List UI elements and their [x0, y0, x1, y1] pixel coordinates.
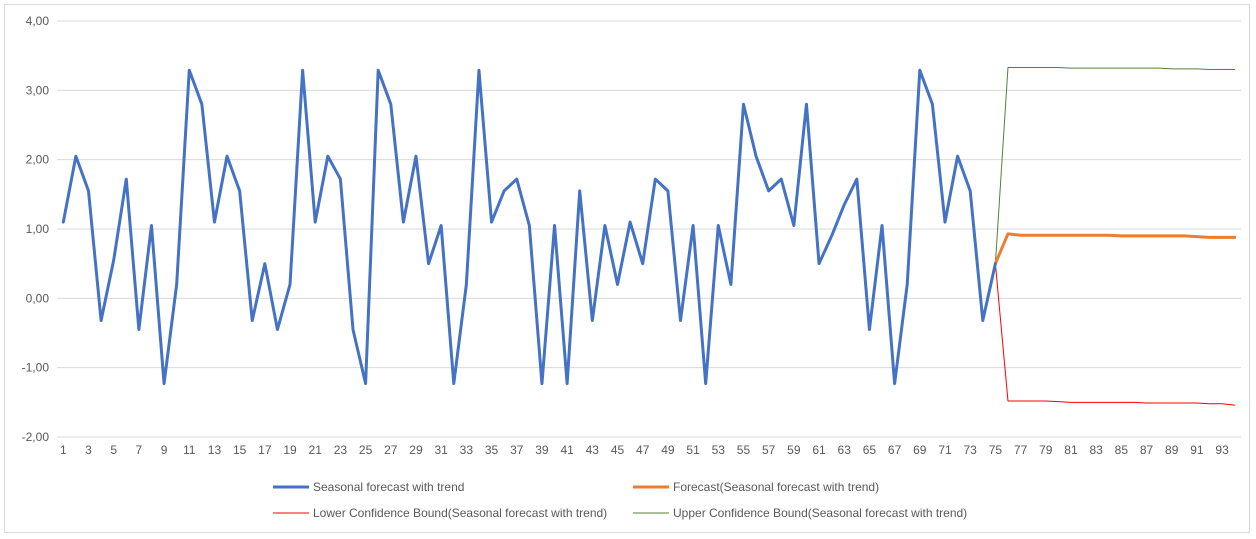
x-tick-label: 53 — [712, 443, 726, 457]
x-tick-label: 61 — [812, 443, 826, 457]
x-tick-label: 1 — [60, 443, 67, 457]
x-tick-label: 29 — [409, 443, 423, 457]
x-tick-label: 39 — [535, 443, 549, 457]
y-tick-label: 4,00 — [26, 14, 50, 28]
x-tick-label: 15 — [233, 443, 247, 457]
y-axis: -2,00 -1,00 0,00 1,00 2,00 3,00 4,00 — [22, 14, 50, 444]
series-lines — [61, 66, 1237, 406]
x-tick-label: 43 — [586, 443, 600, 457]
x-tick-label: 25 — [359, 443, 373, 457]
x-tick-label: 49 — [661, 443, 675, 457]
x-tick-label: 45 — [611, 443, 625, 457]
x-tick-label: 7 — [136, 443, 143, 457]
x-tick-label: 47 — [636, 443, 650, 457]
x-tick-label: 65 — [863, 443, 877, 457]
x-tick-label: 75 — [989, 443, 1003, 457]
x-tick-label: 77 — [1014, 443, 1028, 457]
x-tick-label: 23 — [334, 443, 348, 457]
y-tick-label: -2,00 — [22, 430, 50, 444]
x-tick-label: 17 — [258, 443, 272, 457]
x-tick-label: 55 — [737, 443, 751, 457]
y-tick-label: -1,00 — [22, 361, 50, 375]
series-line-2 — [993, 232, 1237, 266]
x-tick-label: 51 — [686, 443, 700, 457]
x-tick-label: 67 — [888, 443, 902, 457]
y-tick-label: 0,00 — [26, 291, 50, 305]
x-tick-label: 11 — [183, 443, 196, 457]
legend-entry: Upper Confidence Bound(Seasonal forecast… — [673, 506, 967, 520]
x-tick-label: 37 — [510, 443, 524, 457]
x-tick-label: 21 — [309, 443, 323, 457]
legend-entry: Forecast(Seasonal forecast with trend) — [673, 480, 879, 494]
x-tick-label: 83 — [1089, 443, 1103, 457]
x-tick-label: 63 — [838, 443, 852, 457]
x-tick-label: 81 — [1064, 443, 1078, 457]
gridlines — [57, 20, 1241, 438]
x-tick-label: 3 — [85, 443, 92, 457]
y-tick-label: 1,00 — [26, 222, 50, 236]
series-line-4 — [994, 66, 1236, 265]
y-tick-label: 2,00 — [26, 153, 50, 167]
x-tick-label: 73 — [964, 443, 978, 457]
x-tick-label: 93 — [1215, 443, 1229, 457]
legend-entry: Seasonal forecast with trend — [313, 480, 464, 494]
x-tick-label: 33 — [460, 443, 474, 457]
x-tick-label: 19 — [283, 443, 297, 457]
legend-entry: Lower Confidence Bound(Seasonal forecast… — [313, 506, 607, 520]
x-tick-label: 5 — [110, 443, 117, 457]
x-tick-label: 85 — [1115, 443, 1129, 457]
x-tick-label: 57 — [762, 443, 776, 457]
x-axis: 1 3 5 7 9 11 13 15 17 19 21 23 25 27 29 31 33 35 37 39 41 43 4… — [60, 443, 1229, 457]
x-tick-label: 31 — [434, 443, 448, 457]
x-tick-label: 41 — [560, 443, 574, 457]
x-tick-label: 9 — [161, 443, 168, 457]
x-tick-label: 87 — [1140, 443, 1154, 457]
x-tick-label: 71 — [938, 443, 952, 457]
x-tick-label: 69 — [913, 443, 927, 457]
x-tick-label: 89 — [1165, 443, 1179, 457]
series-line-1 — [61, 68, 997, 386]
line-chart: -2,00-1,000,001,002,003,004,00 1 3 5 7 9 11 13… — [22, 14, 1241, 520]
x-tick-label: 35 — [485, 443, 499, 457]
chart-frame: -2,00 -1,00 0,00 1,00 2,00 3,00 4,00 1 3 5 7 9 11 13… — [4, 4, 1250, 533]
y-tick-label: 3,00 — [26, 83, 50, 97]
x-tick-label: 91 — [1190, 443, 1204, 457]
x-tick-label: 13 — [208, 443, 222, 457]
x-tick-label: 79 — [1039, 443, 1053, 457]
x-tick-label: 27 — [384, 443, 398, 457]
x-tick-label: 59 — [787, 443, 801, 457]
series-line-3 — [994, 263, 1236, 406]
legend: Seasonal forecast with trend Forecast(Sea… — [273, 480, 967, 520]
